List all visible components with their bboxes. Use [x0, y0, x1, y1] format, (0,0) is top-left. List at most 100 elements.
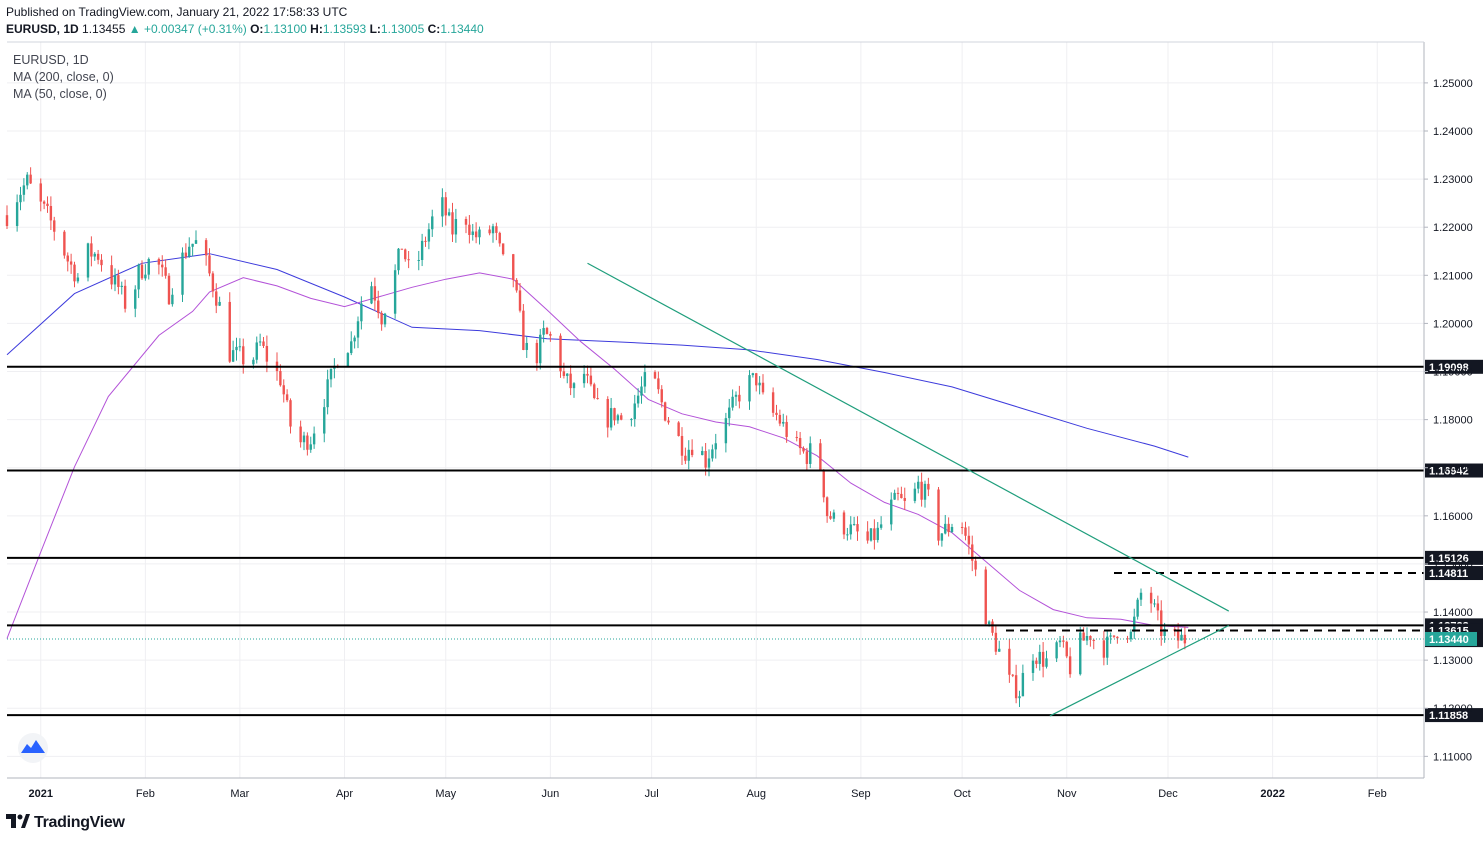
candle-body — [1059, 640, 1061, 642]
candle-body — [117, 275, 119, 287]
candle-body — [738, 395, 740, 402]
candle-body — [914, 489, 916, 501]
tradingview-logo-text: TradingView — [34, 814, 125, 832]
candle-body — [313, 434, 315, 445]
candle-body — [850, 524, 852, 534]
x-tick-label: Sep — [851, 788, 871, 800]
candle-body — [654, 372, 656, 378]
candle-body — [266, 346, 268, 362]
candle-body — [424, 241, 426, 242]
candle-body — [242, 346, 244, 364]
candle-body — [701, 451, 703, 455]
chart-legend: EURUSD, 1D MA (200, close, 0) MA (50, cl… — [13, 53, 114, 101]
candle-body — [843, 512, 845, 534]
candle-body — [711, 449, 713, 458]
candle-body — [357, 321, 359, 337]
candle-body — [758, 383, 760, 386]
candle-body — [590, 376, 592, 385]
x-tick-label: Jun — [542, 788, 560, 800]
candle-body — [985, 570, 987, 625]
change-arrow-icon: ▲ — [129, 22, 141, 36]
price-chart[interactable]: 1.190981.169421.151261.148111.137231.136… — [0, 0, 1484, 842]
candle-body — [1116, 637, 1118, 638]
candle-body — [87, 243, 89, 277]
candle-body — [546, 328, 548, 334]
candle-body — [900, 494, 902, 498]
candle-body — [208, 255, 210, 273]
x-axis-labels: 2021 Feb Mar Apr May Jun Jul Aug Sep Oct Nov Dec 202… — [29, 788, 1387, 800]
candle-body — [640, 387, 642, 396]
candle-body — [688, 450, 690, 461]
candle-body — [634, 403, 636, 419]
candle-body — [991, 622, 993, 633]
candle-body — [920, 482, 922, 500]
candle-body — [968, 536, 970, 545]
candle-body — [380, 313, 382, 324]
candle-body — [947, 524, 949, 532]
candle-body — [637, 396, 639, 404]
candle-body — [502, 243, 504, 254]
tradingview-cloud-icon[interactable] — [18, 733, 48, 763]
candle-body — [1042, 652, 1044, 667]
candle-body — [29, 175, 31, 184]
symbol-label: EURUSD, 1D — [6, 22, 79, 36]
candle-body — [725, 418, 727, 443]
x-tick-label: Apr — [336, 788, 353, 800]
candle-body — [1106, 637, 1108, 658]
chart-grid — [7, 42, 1424, 778]
open-value: 1.13100 — [263, 22, 306, 36]
candle-body — [262, 341, 264, 345]
candle-body — [1140, 593, 1142, 600]
close-label: C: — [428, 22, 441, 36]
candle-body — [1184, 635, 1186, 644]
y-tick-label: 1.14000 — [1433, 607, 1473, 619]
candle-body — [964, 527, 966, 535]
candle-body — [205, 240, 207, 255]
candle-body — [1015, 675, 1017, 698]
candle-body — [961, 527, 963, 528]
candle-body — [715, 443, 717, 449]
candle-body — [1022, 673, 1024, 696]
candle-body — [667, 421, 669, 423]
low-value: 1.13005 — [381, 22, 424, 36]
candle-body — [998, 649, 1000, 652]
tradingview-logo[interactable]: TradingView — [6, 814, 125, 832]
candle-body — [897, 493, 899, 494]
candle-body — [1012, 675, 1014, 676]
candle-body — [16, 202, 18, 226]
candle-body — [1180, 635, 1182, 641]
candle-body — [1055, 642, 1057, 658]
candle-body — [782, 422, 784, 424]
high-label: H: — [310, 22, 323, 36]
candle-body — [377, 301, 379, 313]
candle-body — [431, 216, 433, 229]
candle-body — [866, 531, 868, 540]
candle-body — [569, 374, 571, 388]
y-tick-label: 1.22000 — [1433, 222, 1473, 234]
candle-body — [644, 372, 646, 386]
candle-body — [404, 249, 406, 259]
candle-body — [229, 302, 231, 362]
candle-body — [785, 422, 787, 437]
candle-body — [283, 385, 285, 394]
y-tick-label: 1.15000 — [1433, 559, 1473, 571]
candle-body — [573, 383, 575, 388]
candle-body — [661, 389, 663, 402]
candle-body — [806, 451, 808, 464]
candle-body — [755, 373, 757, 385]
legend-symbol: EURUSD, 1D — [13, 53, 89, 67]
horizontal-levels: 1.190981.169421.151261.148111.137231.136… — [7, 360, 1483, 722]
y-axis-labels: 1.25000 1.24000 1.23000 1.22000 1.21000 1.200… — [1424, 78, 1473, 763]
candle-body — [164, 267, 166, 275]
candle-body — [161, 265, 163, 268]
open-label: O: — [250, 22, 263, 36]
candle-body — [191, 244, 193, 247]
candle-body — [762, 383, 764, 393]
candle-body — [728, 408, 730, 419]
candle-body — [877, 528, 879, 540]
candle-body — [941, 533, 943, 540]
x-tick-label: Oct — [954, 788, 971, 800]
x-tick-label: Feb — [1368, 788, 1387, 800]
candle-body — [748, 375, 750, 401]
candle-body — [70, 261, 72, 264]
